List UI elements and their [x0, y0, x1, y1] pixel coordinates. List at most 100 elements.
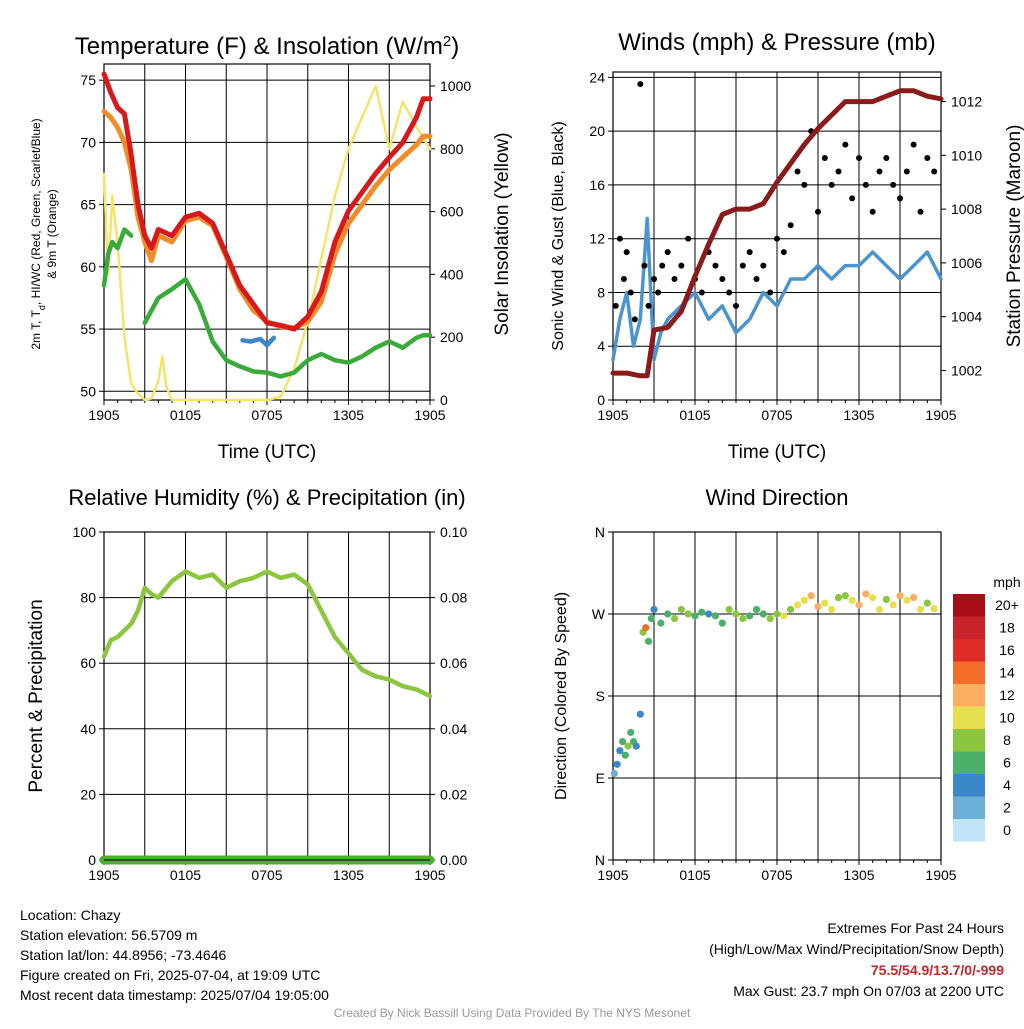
- dir-point: [627, 728, 635, 737]
- dir-point: [828, 605, 836, 614]
- dir-point: [930, 604, 938, 613]
- temp-ylabel-line2: & 9m T (Orange): [45, 189, 59, 279]
- wind-gust-point: [931, 168, 938, 175]
- temp-y2tick-label: 800: [440, 141, 464, 157]
- wind-gust-point: [890, 181, 897, 188]
- temp-ytick-label: 55: [80, 321, 96, 337]
- wind-gust-point: [815, 208, 821, 215]
- wind-gust-point: [835, 168, 842, 175]
- dir-point: [691, 612, 699, 620]
- dir-point: [800, 596, 808, 604]
- dir-point: [664, 610, 672, 618]
- dir-ytick-label: E: [596, 770, 605, 786]
- dir-point: [923, 599, 931, 607]
- figure-created: Figure created on Fri, 2025-07-04, at 19…: [20, 967, 321, 983]
- colorbar-swatch: [953, 706, 985, 729]
- rh-ylabel: Percent & Precipitation: [26, 599, 47, 792]
- dir-point: [644, 637, 653, 645]
- temp-ytick-label: 75: [80, 72, 96, 88]
- dir-xtick-label: 1905: [597, 867, 628, 883]
- wind-gust-point: [659, 262, 666, 269]
- dir-point: [787, 605, 795, 614]
- wind-ytick-label: 20: [589, 123, 605, 139]
- station-location: Location: Chazy: [20, 907, 121, 923]
- wind-gust-point: [623, 249, 630, 256]
- dir-point: [632, 742, 640, 750]
- wind-y2tick-label: 1012: [951, 94, 982, 110]
- wind-gust-point: [787, 222, 794, 229]
- wind-gust-point: [612, 302, 619, 309]
- dir-point: [793, 601, 802, 609]
- rh-y2tick-label: 0.10: [440, 524, 467, 540]
- colorbar-swatch: [953, 796, 985, 819]
- wind-gust-point: [760, 262, 767, 269]
- wind-y2tick-label: 1004: [951, 309, 982, 325]
- wind-panel: 1905 0105 0705 1305 190504812162024100210041…: [550, 29, 1024, 463]
- extremes-legend: (High/Low/Max Wind/Precipitation/Snow De…: [709, 941, 1004, 957]
- wind-gust-point: [664, 249, 671, 256]
- dir-point: [848, 596, 856, 604]
- wind-y2tick-label: 1006: [951, 255, 982, 271]
- wind-gust-point: [842, 141, 849, 148]
- colorbar-label: 8: [1003, 732, 1011, 748]
- dir-point: [889, 601, 897, 609]
- colorbar-label: 0: [1003, 822, 1011, 838]
- wind-gust-point: [924, 155, 931, 162]
- dir-point: [610, 769, 618, 778]
- temp-y2tick-label: 1000: [440, 78, 471, 94]
- wind-gust-point: [620, 276, 627, 283]
- dir-point: [677, 605, 685, 614]
- colorbar-label: 2: [1003, 800, 1011, 816]
- wind-y2label: Station Pressure (Maroon): [1004, 125, 1024, 348]
- wind-series-pressure: [610, 88, 944, 379]
- dir-point: [705, 610, 713, 618]
- wind-gust-point: [917, 208, 924, 215]
- wind-gust-point: [671, 276, 678, 283]
- credit-line: Created By Nick Bassill Using Data Provi…: [333, 1006, 691, 1020]
- colorbar-swatch: [953, 751, 985, 774]
- wind-gust-point: [698, 289, 705, 296]
- temp-ylabel-part: 2m T, T: [29, 309, 43, 349]
- dir-point: [834, 594, 843, 602]
- wind-gust-point: [862, 181, 869, 188]
- colorbar-label: 10: [999, 710, 1015, 726]
- wind-ylabel: Sonic Wind & Gust (Blue, Black): [550, 121, 567, 350]
- wind-gust-point: [645, 302, 652, 309]
- dir-point: [896, 592, 904, 600]
- wind-gust-point: [655, 289, 662, 296]
- colorbar-swatch: [953, 661, 985, 684]
- wind-gust-point: [780, 249, 787, 256]
- wind-gust-point: [685, 235, 692, 242]
- wind-ytick-label: 16: [589, 177, 605, 193]
- wind-ytick-label: 4: [597, 338, 605, 354]
- temp-ylabel-part: d: [37, 305, 47, 310]
- dir-point: [869, 594, 877, 602]
- dir-point: [650, 605, 658, 614]
- dir-xtick-label: 1305: [843, 867, 874, 883]
- dir-ylabel: Direction (Colored By Speed): [553, 592, 570, 800]
- rh-y2tick-label: 0.06: [440, 655, 467, 671]
- rh-ytick-label: 60: [80, 655, 96, 671]
- colorbar-label: 14: [999, 665, 1015, 681]
- wind-gust-point: [627, 289, 634, 296]
- colorbar-title: mph: [993, 574, 1020, 590]
- temp-xtick-label: 1305: [333, 407, 364, 423]
- rh-xtick-label: 0705: [251, 867, 282, 883]
- rh-ytick-label: 0: [88, 852, 96, 868]
- rh-y2tick-label: 0.00: [440, 852, 467, 868]
- dir-xtick-label: 0105: [679, 867, 710, 883]
- dir-ytick-label: S: [596, 688, 605, 704]
- temp-ytick-label: 70: [80, 134, 96, 150]
- colorbar-swatch: [953, 774, 985, 797]
- extremes-heading: Extremes For Past 24 Hours: [827, 920, 1004, 936]
- dir-point: [759, 610, 767, 618]
- dir-point: [862, 590, 870, 598]
- colorbar-label: 16: [999, 642, 1015, 658]
- wind-gust-point: [801, 181, 808, 188]
- temp-series-2m-dewpoint: [101, 227, 433, 379]
- temp-y2tick-label: 400: [440, 266, 464, 282]
- temp-ylabel-part: , HI/WC (Red, Green, Scarlet/Blue): [29, 118, 43, 305]
- dir-point: [613, 760, 621, 768]
